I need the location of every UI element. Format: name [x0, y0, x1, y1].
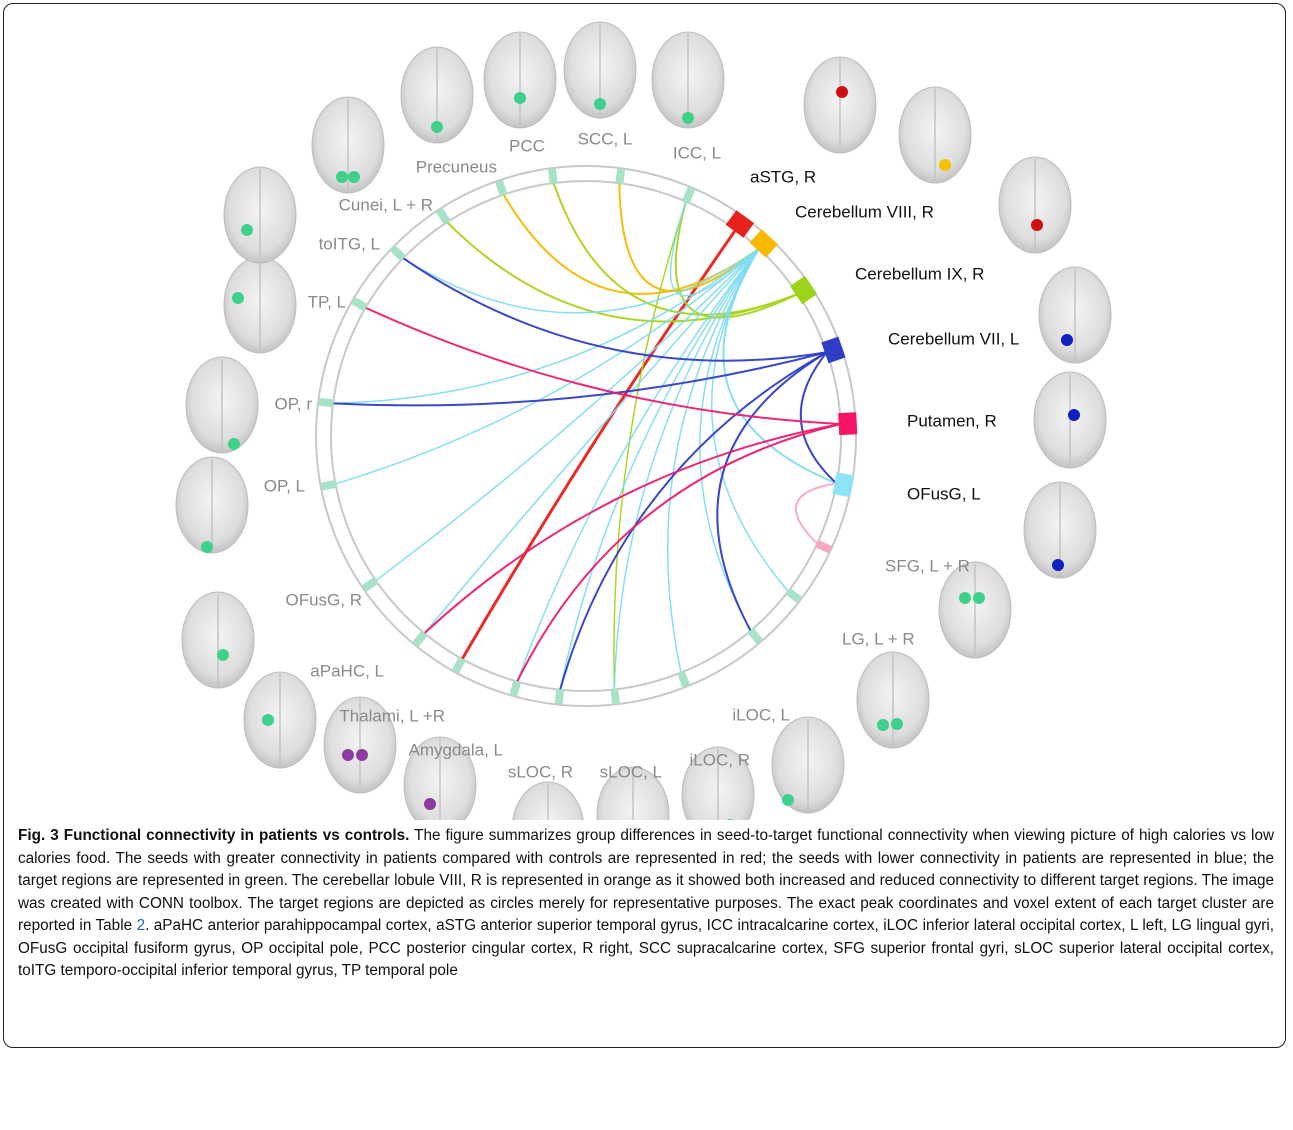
- node-label: iLOC, R: [690, 750, 750, 769]
- region-dot: [1052, 559, 1064, 571]
- connection: [403, 249, 759, 313]
- region-dot: [973, 592, 985, 604]
- node-marker: [726, 210, 754, 237]
- node-marker: [615, 168, 625, 184]
- node-marker: [555, 689, 564, 705]
- node-label: OP, L: [264, 476, 305, 495]
- table-reference[interactable]: 2: [137, 917, 146, 934]
- connection: [614, 249, 759, 690]
- node-marker: [833, 472, 855, 497]
- node-label: Precuneus: [416, 157, 497, 176]
- region-dot: [594, 98, 606, 110]
- node-label: sLOC, R: [508, 762, 573, 781]
- node-marker: [548, 168, 558, 184]
- connectogram: aSTG, R Cerebellum VIII, R Cerebellum IX, …: [0, 0, 1293, 820]
- node-marker: [838, 412, 857, 435]
- node-label: aSTG, R: [750, 167, 816, 186]
- connection: [517, 424, 841, 682]
- node-label: PCC: [509, 136, 545, 155]
- node-marker: [815, 540, 832, 554]
- node-label: Cerebellum VII, L: [888, 329, 1019, 348]
- node-label: Putamen, R: [907, 411, 997, 430]
- region-dot: [348, 171, 360, 183]
- region-dot: [228, 438, 240, 450]
- region-dot: [342, 749, 354, 761]
- region-dot: [1068, 409, 1080, 421]
- caption-title: Fig. 3 Functional connectivity in patien…: [18, 827, 409, 844]
- caption-text: . aPaHC anterior parahippocampal cortex,…: [18, 917, 1274, 979]
- node-label: ICC, L: [673, 143, 721, 162]
- region-dot: [232, 292, 244, 304]
- region-dot: [939, 159, 951, 171]
- page: {"figure": { "nodes": [ {"label": "aSTG,…: [0, 0, 1293, 1130]
- node-marker: [318, 398, 334, 408]
- region-dot: [891, 718, 903, 730]
- region-dot: [201, 541, 213, 553]
- region-dot: [682, 112, 694, 124]
- node-label: iLOC, L: [732, 705, 790, 724]
- node-marker: [677, 671, 690, 688]
- region-dot: [782, 794, 794, 806]
- node-marker: [610, 688, 620, 704]
- node-label: Cerebellum IX, R: [855, 264, 984, 283]
- node-label: toITG, L: [319, 234, 380, 253]
- connections: [333, 183, 841, 690]
- node-marker: [509, 680, 521, 697]
- region-dot: [336, 171, 348, 183]
- node-label: aPaHC, L: [310, 661, 384, 680]
- region-dot: [424, 798, 436, 810]
- connection: [614, 201, 686, 689]
- node-label: SFG, L + R: [885, 556, 970, 575]
- node-label: Cerebellum VIII, R: [795, 202, 934, 221]
- node-label: OP, r: [275, 394, 313, 413]
- connection: [796, 483, 837, 543]
- region-dot: [262, 714, 274, 726]
- node-marker: [495, 180, 507, 197]
- node-marker: [821, 337, 845, 364]
- node-label: sLOC, L: [600, 762, 662, 781]
- node-label: Thalami, L +R: [339, 706, 445, 725]
- connection: [424, 249, 759, 634]
- connection: [801, 352, 837, 483]
- node-marker: [682, 187, 695, 204]
- region-dot: [514, 92, 526, 104]
- node-label: Cunei, L + R: [339, 195, 433, 214]
- node-marker: [321, 480, 337, 491]
- node-marker: [790, 276, 817, 304]
- region-dot: [356, 749, 368, 761]
- region-dot: [1061, 334, 1073, 346]
- node-label: OFusG, L: [907, 484, 981, 503]
- node-label: OFusG, R: [285, 590, 362, 609]
- region-dot: [217, 649, 229, 661]
- node-label: TP, L: [308, 292, 346, 311]
- region-dot: [836, 86, 848, 98]
- caption: Fig. 3 Functional connectivity in patien…: [18, 825, 1274, 983]
- region-dot: [877, 719, 889, 731]
- connection: [560, 352, 827, 689]
- region-dot: [1031, 219, 1043, 231]
- region-dot: [241, 224, 253, 236]
- region-dot: [959, 592, 971, 604]
- node-label: LG, L + R: [842, 629, 915, 648]
- region-dot: [431, 121, 443, 133]
- node-label: SCC, L: [578, 129, 633, 148]
- node-label: Amygdala, L: [409, 740, 504, 759]
